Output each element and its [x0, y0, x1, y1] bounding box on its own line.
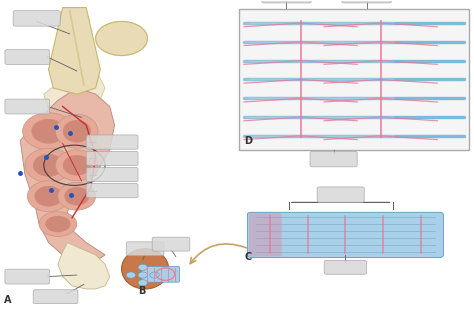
Circle shape: [126, 272, 136, 278]
FancyBboxPatch shape: [13, 11, 60, 26]
Text: A: A: [4, 295, 11, 305]
FancyBboxPatch shape: [5, 269, 50, 284]
Text: B: B: [138, 285, 146, 295]
Ellipse shape: [35, 186, 62, 206]
Ellipse shape: [39, 212, 77, 236]
FancyBboxPatch shape: [310, 151, 357, 167]
Polygon shape: [44, 69, 105, 116]
Circle shape: [96, 22, 147, 56]
FancyBboxPatch shape: [249, 213, 282, 256]
FancyBboxPatch shape: [86, 135, 138, 149]
Circle shape: [138, 272, 147, 278]
Ellipse shape: [27, 181, 70, 212]
Polygon shape: [48, 7, 100, 94]
FancyBboxPatch shape: [86, 183, 138, 198]
Ellipse shape: [58, 182, 96, 210]
FancyBboxPatch shape: [86, 151, 138, 166]
Ellipse shape: [121, 249, 169, 289]
FancyBboxPatch shape: [86, 168, 138, 182]
FancyBboxPatch shape: [33, 290, 78, 304]
FancyBboxPatch shape: [141, 266, 180, 282]
FancyBboxPatch shape: [262, 0, 311, 3]
Ellipse shape: [55, 150, 98, 181]
FancyBboxPatch shape: [247, 212, 443, 257]
Text: C: C: [244, 251, 251, 261]
FancyBboxPatch shape: [126, 242, 164, 256]
FancyBboxPatch shape: [324, 260, 366, 274]
Ellipse shape: [63, 155, 91, 175]
Ellipse shape: [63, 120, 91, 142]
Polygon shape: [20, 88, 115, 261]
FancyBboxPatch shape: [317, 187, 364, 202]
Ellipse shape: [32, 119, 65, 143]
Ellipse shape: [46, 216, 70, 232]
Text: D: D: [244, 136, 252, 146]
Polygon shape: [58, 243, 110, 289]
FancyBboxPatch shape: [239, 9, 469, 150]
Ellipse shape: [64, 187, 89, 205]
Circle shape: [150, 272, 159, 278]
Ellipse shape: [55, 114, 98, 148]
Ellipse shape: [25, 148, 72, 182]
FancyBboxPatch shape: [5, 50, 50, 65]
FancyBboxPatch shape: [342, 0, 392, 3]
Ellipse shape: [33, 154, 64, 176]
FancyBboxPatch shape: [152, 237, 190, 251]
Circle shape: [138, 280, 147, 286]
FancyBboxPatch shape: [5, 99, 50, 114]
Circle shape: [138, 264, 147, 271]
Ellipse shape: [23, 113, 74, 150]
